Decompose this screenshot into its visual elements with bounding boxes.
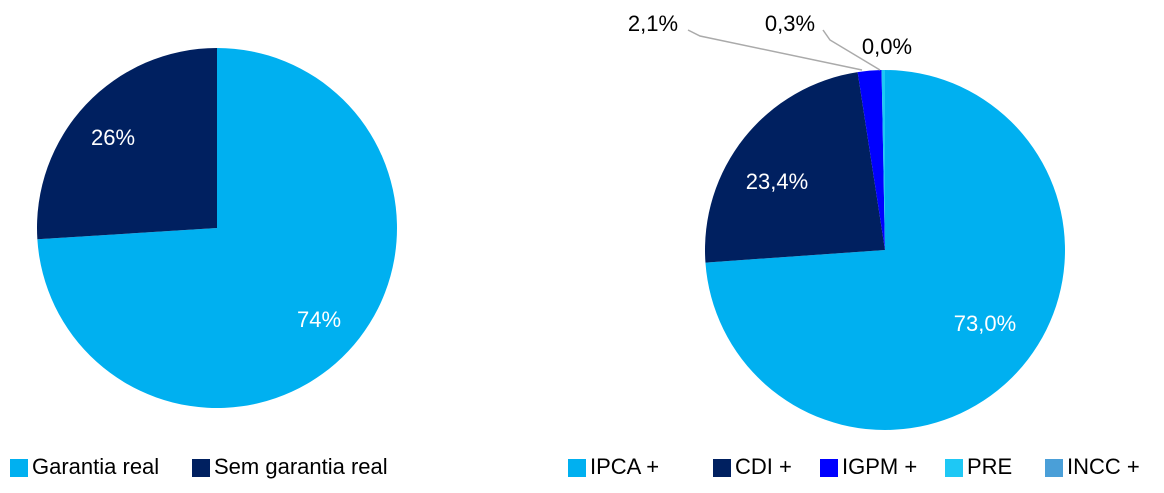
legend-label: IPCA + [590,454,659,479]
pie-slice [881,70,885,250]
leader-line [822,29,881,71]
pie-slice [705,72,885,263]
legend-swatch [1045,459,1063,477]
legend-label: PRE [967,454,1012,479]
data-label: 73,0% [954,311,1016,336]
legend-label: Sem garantia real [214,454,388,479]
data-label: 2,1% [628,11,678,36]
pie-slice [37,48,397,408]
legend-label: IGPM + [842,454,917,479]
legend-label: INCC + [1067,454,1140,479]
pie-slice [705,70,1065,430]
data-label: 0,0% [862,34,912,59]
legend-swatch [713,459,731,477]
pie-slice [857,70,885,250]
data-label: 23,4% [746,169,808,194]
leader-line [687,29,863,71]
data-label: 26% [91,125,135,150]
legend-swatch [820,459,838,477]
legend-label: CDI + [735,454,792,479]
legend-swatch [10,459,28,477]
data-label: 0,3% [765,11,815,36]
pie-slice [37,48,217,240]
data-label: 74% [297,307,341,332]
legend-label: Garantia real [32,454,159,479]
legend-swatch [945,459,963,477]
legend-swatch [568,459,586,477]
legend-swatch [192,459,210,477]
